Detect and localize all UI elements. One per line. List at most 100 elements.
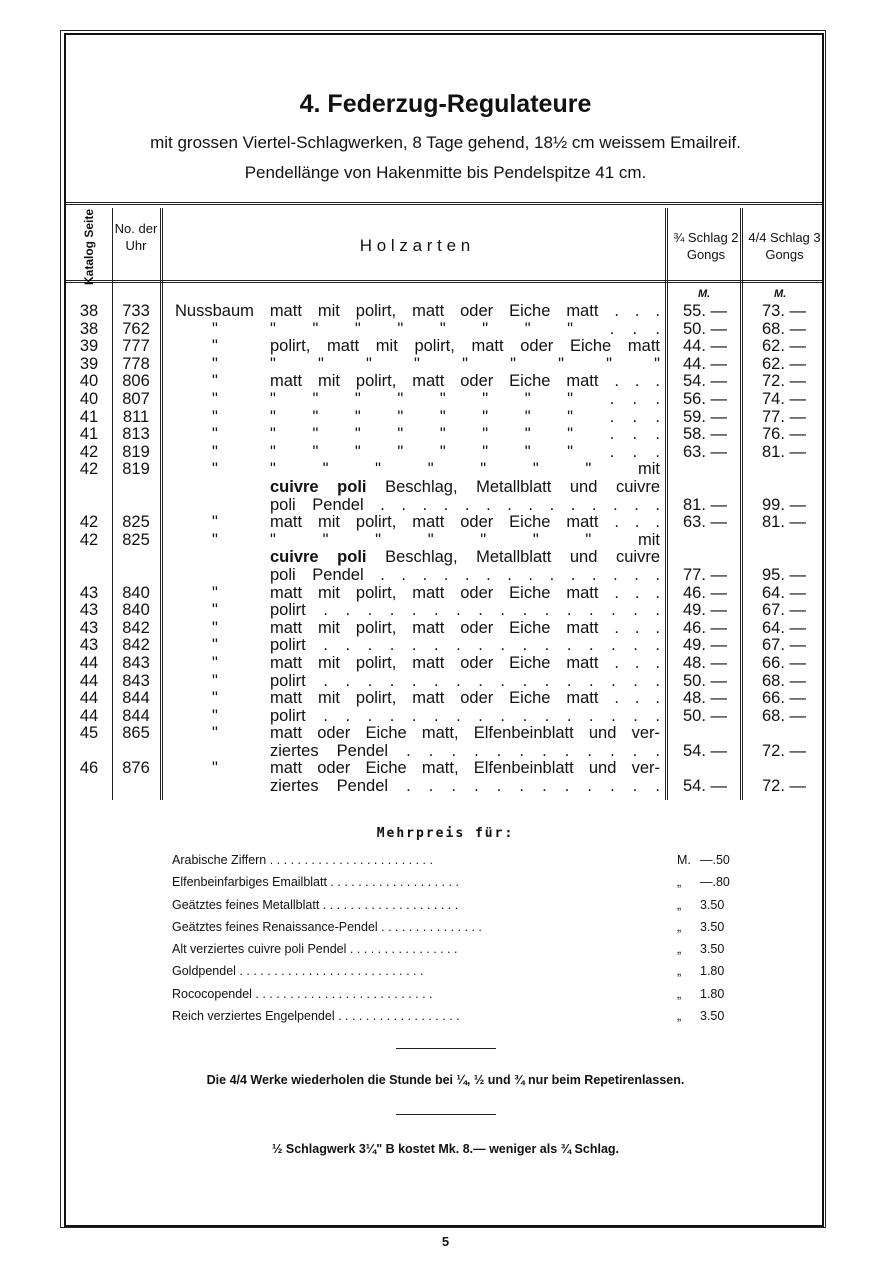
katalog-seite: 40 <box>79 389 99 408</box>
uhr-number: 842 <box>122 618 150 637</box>
price-4-4-schlag: 64. — <box>761 618 807 637</box>
holzart-description: polirt . . . . . . . . . . . . . . . . <box>270 706 660 726</box>
katalog-seite: 38 <box>79 302 99 320</box>
mehrpreis-item: Geätztes feines Renaissance-Pendel . . .… <box>172 920 732 942</box>
description-line: polirt, matt mit polirt, matt oder Eiche… <box>270 337 660 356</box>
price-4-4-schlag: 77. — <box>761 407 807 426</box>
katalog-seite: 44 <box>79 689 99 708</box>
description-line: matt mit polirt, matt oder Eiche matt . … <box>270 513 660 532</box>
table-row: 40 807 " " " " " " " " " . . . 56. — 74. — <box>0 389 891 409</box>
price-3-4-schlag: 77. — <box>682 565 728 584</box>
table-row: 44 844 " matt mit polirt, matt oder Eiche m… <box>0 689 891 708</box>
katalog-seite: 40 <box>79 372 99 391</box>
table-row: 46 876 " matt oder Eiche matt, Elfenbeinbla… <box>0 760 891 795</box>
holzart-description: " " " " " " " " . . . <box>270 320 660 339</box>
mehrpreis-value: 3.50 <box>700 1009 725 1024</box>
mehrpreis-item: Rococopendel . . . . . . . . . . . . . .… <box>172 987 732 1009</box>
subtitle-2: Pendellänge von Hakenmitte bis Pendelspi… <box>244 163 647 182</box>
holzart-description: matt mit polirt, matt oder Eiche matt . … <box>270 584 660 603</box>
description-line: ziertes Pendel . . . . . . . . . . . . <box>270 741 660 760</box>
description-line: matt oder Eiche matt, Elfenbeinblatt und… <box>270 759 660 778</box>
mehrpreis-unit: „ <box>677 919 682 934</box>
price-4-4-schlag: 72. — <box>761 741 807 760</box>
price-3-4-schlag: 63. — <box>682 442 728 461</box>
katalog-seite: 42 <box>79 530 99 549</box>
mehrpreis-item: Geätztes feines Metallblatt . . . . . . … <box>172 898 732 920</box>
price-3-4-schlag: 44. — <box>682 337 728 356</box>
ditto-mark: " <box>212 372 218 391</box>
description-line: polirt . . . . . . . . . . . . . . . . <box>270 706 660 725</box>
description-line: polirt . . . . . . . . . . . . . . . . <box>270 601 660 620</box>
page-title: 4. Federzug-Regulateure <box>299 90 592 118</box>
mehrpreis-unit: „ <box>677 897 682 912</box>
table-row: 44 843 " matt mit polirt, matt oder Eiche m… <box>0 653 891 673</box>
katalog-seite: 44 <box>79 653 99 672</box>
uhr-number: 843 <box>122 653 150 672</box>
holzart-description: polirt, matt mit polirt, matt oder Eiche… <box>270 338 660 356</box>
price-3-4-schlag: 46. — <box>682 583 728 602</box>
katalog-seite: 46 <box>79 759 99 778</box>
uhr-number: 819 <box>122 442 150 461</box>
ditto-mark: " <box>212 530 218 549</box>
mehrpreis-label: Alt verziertes cuivre poli Pendel . . . … <box>172 942 458 957</box>
ditto-mark: " <box>212 460 218 479</box>
price-4-4-schlag: 74. — <box>761 389 807 408</box>
uhr-number: 806 <box>122 372 150 391</box>
holzart-description: matt mit polirt, matt oder Eiche matt . … <box>270 653 660 673</box>
price-3-4-schlag: 56. — <box>682 389 728 408</box>
price-3-4-schlag: 46. — <box>682 618 728 637</box>
description-line: ziertes Pendel . . . . . . . . . . . . <box>270 777 660 796</box>
holzart-description: polirt . . . . . . . . . . . . . . . . <box>270 672 660 691</box>
header-price-4-4: 4/4 Schlag 3 Gongs <box>748 230 821 262</box>
ditto-mark: " <box>212 706 218 725</box>
katalog-seite: 39 <box>79 337 99 356</box>
price-3-4-schlag: 55. — <box>682 302 728 320</box>
holzart-description: " " " " " " " " . . . <box>270 442 660 462</box>
katalog-seite: 41 <box>79 407 99 426</box>
uhr-number: 811 <box>122 407 150 426</box>
mehrpreis-title: Mehrpreis für: <box>376 826 515 841</box>
mehrpreis-label: Geätztes feines Renaissance-Pendel . . .… <box>172 919 482 934</box>
ditto-mark: " <box>212 389 218 408</box>
ditto-mark: " <box>212 442 218 461</box>
description-line: matt mit polirt, matt oder Eiche matt . … <box>270 653 660 672</box>
mehrpreis-item: Elfenbeinfarbiges Emailblatt . . . . . .… <box>172 875 732 897</box>
price-3-4-schlag: 48. — <box>682 689 728 708</box>
table-row: 44 844 " polirt . . . . . . . . . . . . . .… <box>0 706 891 726</box>
description-line: " " " " " " " mit <box>270 460 660 479</box>
header-katalog-label: Katalog Seite <box>82 208 96 286</box>
katalog-seite: 43 <box>79 601 99 620</box>
mehrpreis-value: 1.80 <box>700 986 725 1001</box>
uhr-number: 733 <box>122 302 150 320</box>
price-3-4-schlag: 48. — <box>682 653 728 672</box>
table-row: 45 865 " matt oder Eiche matt, Elfenbeinbla… <box>0 725 891 760</box>
price-3-4-schlag: 50. — <box>682 706 728 725</box>
header-bottom-rule <box>66 280 822 283</box>
uhr-number: 843 <box>122 671 150 690</box>
description-line: " " " " " " " " . . . <box>270 425 660 444</box>
column-divider <box>665 208 668 800</box>
column-divider <box>160 208 163 800</box>
description-line: " " " " " " " " . . . <box>270 442 660 461</box>
mehrpreis-value: 3.50 <box>700 919 725 934</box>
katalog-seite: 44 <box>79 706 99 725</box>
description-line: matt mit polirt, matt oder Eiche matt . … <box>270 618 660 637</box>
price-4-4-schlag: 68. — <box>761 706 807 725</box>
table-row: 42 825 " matt mit polirt, matt oder Eiche m… <box>0 514 891 532</box>
outer-frame <box>60 30 826 1228</box>
description-line: polirt . . . . . . . . . . . . . . . . <box>270 636 660 655</box>
holzart-description: polirt . . . . . . . . . . . . . . . . <box>270 602 660 620</box>
holzart-description: " " " " " " " " . . . <box>270 408 660 427</box>
ditto-mark: " <box>212 354 218 373</box>
table-row: 43 842 " polirt . . . . . . . . . . . . . .… <box>0 637 891 655</box>
holzart-description: matt mit polirt, matt oder Eiche matt . … <box>270 373 660 391</box>
currency-mark: M. <box>698 288 711 300</box>
column-divider <box>112 208 113 800</box>
price-3-4-schlag: 54. — <box>682 372 728 391</box>
katalog-seite: 42 <box>79 513 99 532</box>
katalog-seite: 38 <box>79 319 99 338</box>
ditto-mark: " <box>212 618 218 637</box>
price-4-4-schlag: 99. — <box>761 495 807 514</box>
ditto-mark: " <box>212 407 218 426</box>
price-4-4-schlag: 68. — <box>761 319 807 338</box>
